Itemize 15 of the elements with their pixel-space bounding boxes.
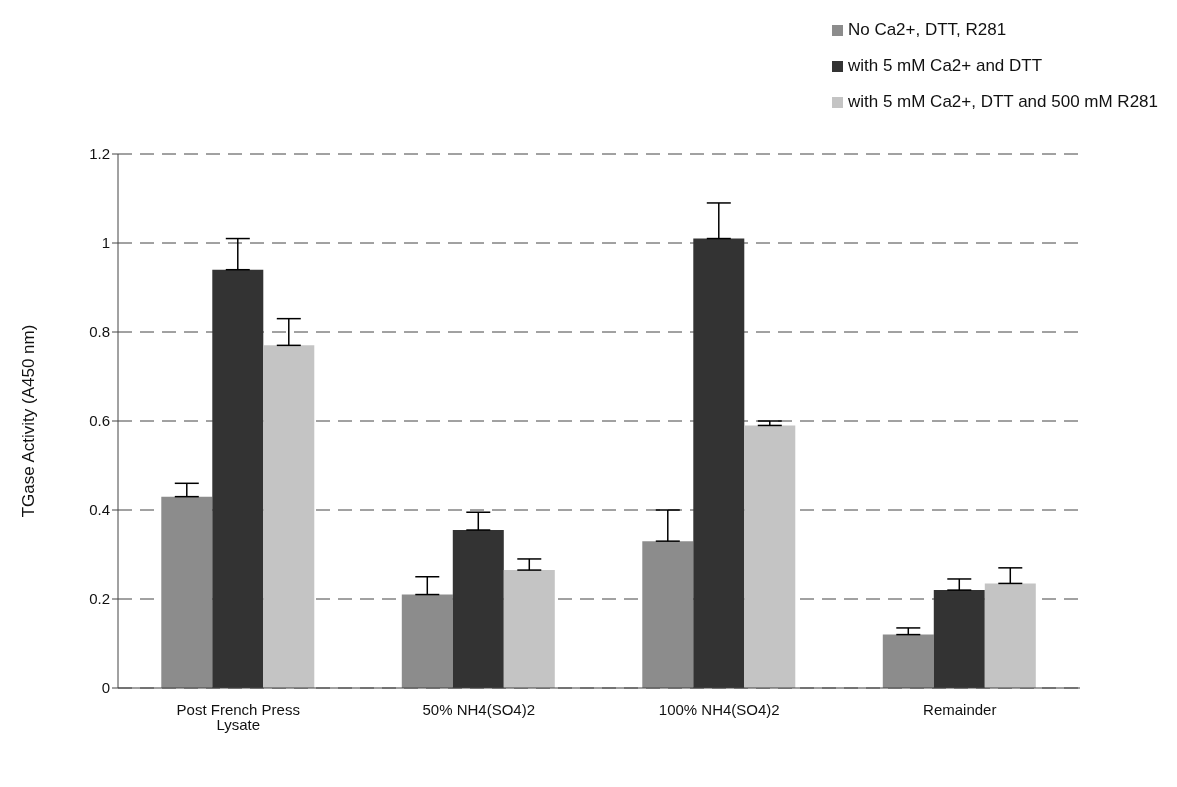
legend-label: with 5 mM Ca2+ and DTT [847, 56, 1043, 76]
y-tick-label: 0.2 [89, 590, 110, 608]
legend-label: with 5 mM Ca2+, DTT and 500 mM R281 [847, 92, 1158, 112]
y-tick-label: 0 [101, 679, 110, 697]
x-tick-label: Remainder [923, 700, 997, 718]
y-axis-title: TGase Activity (A450 nm) [19, 324, 39, 518]
y-tick-label: 0.8 [89, 323, 110, 341]
y-tick-label: 0.4 [89, 501, 110, 519]
x-tick-label: 50% NH4(SO4)2 [422, 700, 536, 718]
x-tick-label: Post French Press Lysate [176, 700, 300, 733]
legend-label: No Ca2+, DTT, R281 [847, 20, 1007, 40]
y-tick-label: 1.2 [89, 145, 110, 163]
y-tick-label: 1 [101, 234, 110, 252]
y-tick-label: 0.6 [89, 412, 110, 430]
x-tick-label: 100% NH4(SO4)2 [658, 700, 780, 718]
